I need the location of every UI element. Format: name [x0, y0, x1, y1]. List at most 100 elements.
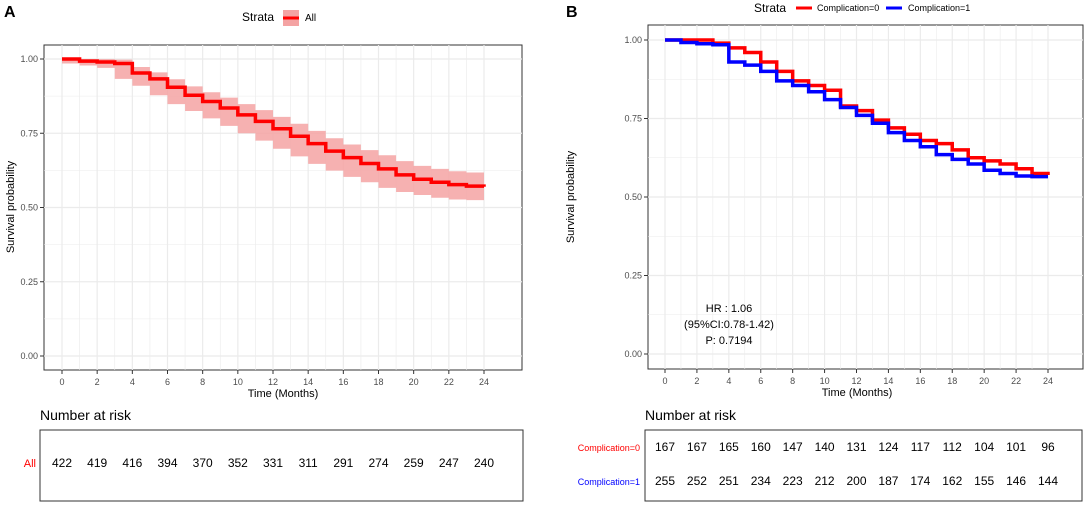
- panel-b-letter: B: [566, 4, 578, 21]
- x-tick-label: 10: [820, 376, 830, 386]
- y-tick-label: 0.50: [20, 203, 38, 213]
- x-tick-label: 24: [1043, 376, 1053, 386]
- y-tick-label: 0.00: [624, 349, 642, 359]
- x-tick-label: 6: [165, 377, 170, 387]
- panel-b-risk-table-frame: [644, 429, 1083, 502]
- x-tick-label: 20: [409, 377, 419, 387]
- risk-cell: 419: [87, 456, 107, 470]
- panel-a-risk-table-frame: [39, 429, 524, 502]
- y-tick-label: 0.00: [20, 351, 38, 361]
- panel-a-legend: Strata All: [242, 10, 316, 26]
- risk-cell: 174: [910, 474, 930, 488]
- panel-a-risk-title: Number at risk: [40, 407, 132, 423]
- risk-cell: 370: [193, 456, 213, 470]
- risk-row-label: Complication=1: [578, 477, 640, 487]
- risk-cell: 251: [719, 474, 739, 488]
- risk-cell: 212: [815, 474, 835, 488]
- risk-cell: 394: [157, 456, 177, 470]
- risk-cell: 165: [719, 440, 739, 454]
- risk-cell: 331: [263, 456, 283, 470]
- x-tick-label: 22: [1011, 376, 1021, 386]
- y-tick-label: 1.00: [20, 54, 38, 64]
- risk-cell: 101: [1006, 440, 1026, 454]
- panel-b: B Strata Complication=0 Complication=1 0…: [565, 1, 1084, 502]
- km-line-complication-0: [665, 38, 1050, 176]
- x-tick-label: 8: [790, 376, 795, 386]
- y-tick-label: 1.00: [624, 35, 642, 45]
- risk-cell: 416: [122, 456, 142, 470]
- panel-a-y-ticks: 0.00 0.25 0.50 0.75 1.00: [20, 54, 44, 361]
- x-tick-label: 0: [662, 376, 667, 386]
- y-tick-label: 0.25: [20, 277, 38, 287]
- risk-cell: 117: [911, 440, 930, 454]
- panel-a-y-axis-label: Survival probability: [5, 160, 17, 253]
- x-tick-label: 6: [758, 376, 763, 386]
- x-tick-label: 0: [59, 377, 64, 387]
- risk-cell: 200: [846, 474, 866, 488]
- x-tick-label: 4: [130, 377, 135, 387]
- x-tick-label: 16: [338, 377, 348, 387]
- panel-a-x-axis-label: Time (Months): [248, 388, 319, 400]
- risk-cell: 96: [1041, 440, 1055, 454]
- x-tick-label: 12: [268, 377, 278, 387]
- panel-b-y-ticks: 0.00 0.25 0.50 0.75 1.00: [624, 35, 648, 359]
- panel-b-legend-title: Strata: [754, 1, 786, 15]
- risk-cell: 160: [751, 440, 771, 454]
- panel-b-legend-label-comp1: Complication=1: [908, 3, 970, 13]
- risk-cell: 252: [687, 474, 707, 488]
- x-tick-label: 20: [979, 376, 989, 386]
- risk-cell: 291: [333, 456, 353, 470]
- x-tick-label: 2: [95, 377, 100, 387]
- y-tick-label: 0.75: [20, 128, 38, 138]
- x-tick-label: 14: [303, 377, 313, 387]
- panel-b-series: [665, 38, 1050, 179]
- panel-a-legend-title: Strata: [242, 10, 274, 24]
- panel-b-x-ticks: 0 2 4 6 8 10 12 14 16 18 20 22 24: [662, 369, 1053, 386]
- x-tick-label: 4: [726, 376, 731, 386]
- x-tick-label: 2: [694, 376, 699, 386]
- km-line-complication-1: [665, 38, 1048, 179]
- risk-cell: 274: [368, 456, 388, 470]
- risk-cell: 247: [439, 456, 459, 470]
- risk-cell: 311: [299, 456, 318, 470]
- risk-cell: 234: [751, 474, 771, 488]
- y-tick-label: 0.75: [624, 114, 642, 124]
- risk-cell: 259: [404, 456, 424, 470]
- panel-b-hr-line1: HR : 1.06: [706, 303, 752, 315]
- y-tick-label: 0.50: [624, 192, 642, 202]
- risk-cell: 124: [878, 440, 898, 454]
- risk-cell: 167: [687, 440, 707, 454]
- risk-cell: 187: [878, 474, 898, 488]
- risk-cell: 146: [1006, 474, 1026, 488]
- risk-cell: 255: [655, 474, 675, 488]
- panel-b-risk-title: Number at risk: [645, 407, 737, 423]
- x-tick-label: 10: [233, 377, 243, 387]
- risk-cell: 140: [815, 440, 835, 454]
- risk-cell: 352: [228, 456, 248, 470]
- x-tick-label: 16: [915, 376, 925, 386]
- panel-a: A Strata All 0 2 4 6 8 10 12 14 16 18 20 22 24 0.000…: [4, 4, 524, 502]
- km-line-all: [62, 57, 486, 188]
- x-tick-label: 14: [883, 376, 893, 386]
- risk-cell: 131: [846, 440, 866, 454]
- x-tick-label: 22: [444, 377, 454, 387]
- panel-b-legend-label-comp0: Complication=0: [817, 3, 879, 13]
- panel-a-series: [62, 57, 486, 188]
- x-tick-label: 24: [479, 377, 489, 387]
- x-tick-label: 18: [373, 377, 383, 387]
- risk-cell: 422: [52, 456, 72, 470]
- risk-cell: 112: [943, 440, 962, 454]
- risk-cell: 104: [974, 440, 994, 454]
- risk-cell: 147: [783, 440, 803, 454]
- risk-row-label: Complication=0: [578, 443, 640, 453]
- panel-b-hr-line2: (95%CI:0.78-1.42): [684, 319, 774, 331]
- panel-a-letter: A: [4, 4, 16, 21]
- panel-a-x-ticks: 0 2 4 6 8 10 12 14 16 18 20 22 24: [59, 370, 489, 387]
- panel-a-legend-label-all: All: [305, 13, 316, 24]
- x-tick-label: 12: [851, 376, 861, 386]
- y-tick-label: 0.25: [624, 271, 642, 281]
- risk-cell: 223: [783, 474, 803, 488]
- risk-cell: 144: [1038, 474, 1058, 488]
- panel-b-legend: Strata Complication=0 Complication=1: [754, 1, 970, 15]
- risk-cell: 155: [974, 474, 994, 488]
